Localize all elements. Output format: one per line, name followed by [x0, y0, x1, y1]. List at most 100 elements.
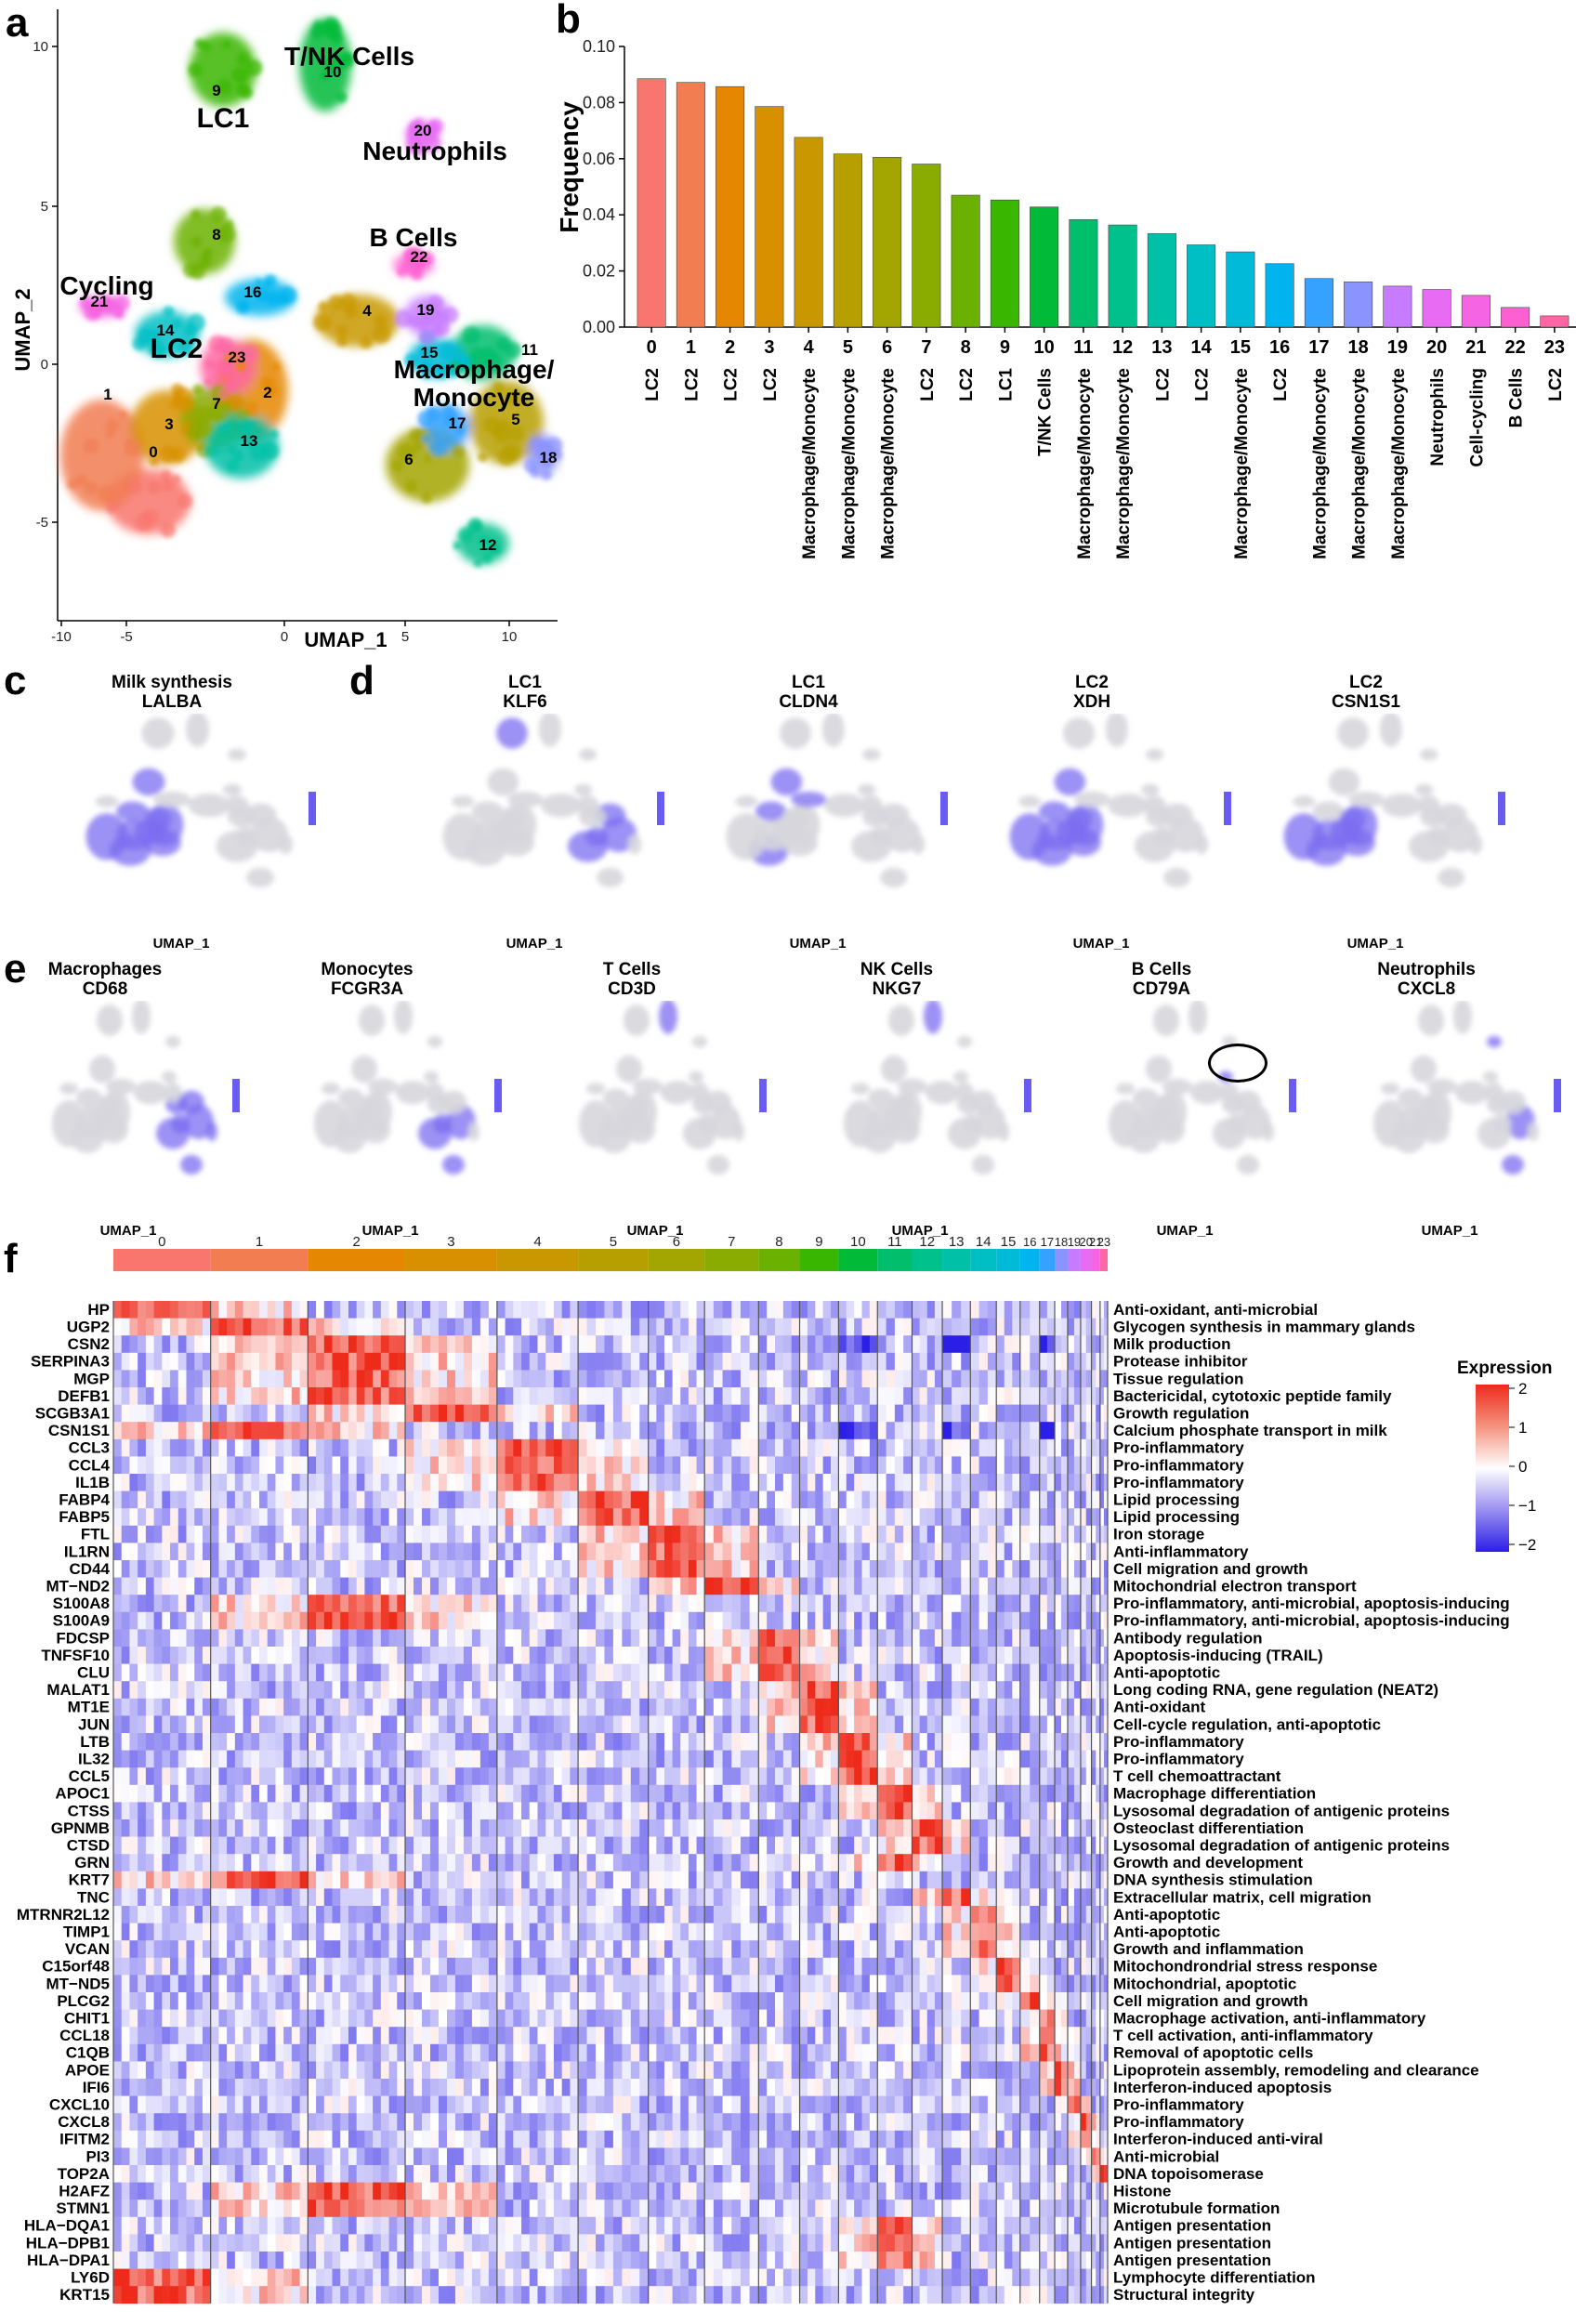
- heatmap-cell: [316, 1715, 325, 1734]
- heatmap-cell: [145, 1802, 155, 1820]
- umap-a-dot: [322, 17, 340, 34]
- heatmap-cell: [854, 1577, 862, 1595]
- heatmap-cell: [299, 1422, 309, 1440]
- heatmap-cell: [1030, 1422, 1041, 1440]
- feature-plot-cluster: [165, 1035, 180, 1048]
- heatmap-cell: [570, 1438, 579, 1457]
- heatmap-cell: [138, 1490, 147, 1509]
- heatmap-cell: [978, 1508, 989, 1527]
- umap-a-cluster-number: 4: [362, 302, 372, 320]
- heatmap-cell: [680, 1335, 689, 1354]
- heatmap-cell: [648, 1577, 657, 1595]
- heatmap-cell: [186, 1715, 195, 1734]
- heatmap-cell: [791, 1681, 800, 1700]
- heatmap-cell: [1055, 1767, 1062, 1786]
- heatmap-cell: [970, 1802, 979, 1820]
- heatmap-cell: [799, 1681, 808, 1700]
- heatmap-cell: [388, 1318, 398, 1336]
- heatmap-cell: [218, 1629, 228, 1648]
- heatmap-cell: [234, 1871, 243, 1889]
- heatmap-cell: [1030, 1647, 1041, 1664]
- heatmap-cell: [275, 1456, 284, 1475]
- heatmap-cell: [622, 1318, 632, 1336]
- heatmap-cell: [749, 1335, 759, 1354]
- heatmap-cell: [782, 1819, 793, 1837]
- heatmap-cell: [869, 1715, 878, 1734]
- heatmap-cell: [373, 1490, 382, 1509]
- heatmap-cell: [696, 1525, 705, 1543]
- heatmap-cell: [970, 1663, 979, 1682]
- heatmap-cell: [713, 1629, 723, 1648]
- heatmap-cluster-segment: [1099, 1249, 1108, 1271]
- heatmap-cell: [767, 1525, 776, 1543]
- umap-a-cluster-dots: [67, 17, 563, 568]
- heatmap-cell: [356, 1301, 365, 1319]
- heatmap-cell: [861, 1474, 871, 1491]
- heatmap-cell: [639, 1301, 650, 1319]
- heatmap-cell: [186, 1750, 195, 1768]
- heatmap-cell: [987, 1456, 997, 1475]
- heatmap-cell: [227, 1715, 236, 1734]
- heatmap-cell: [978, 1301, 989, 1319]
- heatmap-cell: [186, 1681, 195, 1700]
- heatmap-cluster-segment: [210, 1249, 309, 1271]
- heatmap-cell: [488, 1490, 498, 1509]
- heatmap-cell: [463, 1715, 473, 1734]
- heatmap-cell: [869, 1784, 878, 1803]
- heatmap-cell: [454, 1767, 465, 1786]
- heatmap-cell: [1096, 1543, 1101, 1561]
- heatmap-cell: [961, 1819, 971, 1837]
- heatmap-cell: [397, 1819, 406, 1837]
- heatmap-cell: [446, 1318, 456, 1336]
- umap-a-cluster-number: 23: [229, 348, 246, 366]
- heatmap-cell: [1030, 1387, 1041, 1405]
- heatmap-cell: [479, 1611, 490, 1630]
- heatmap-cell: [1067, 1750, 1075, 1768]
- heatmap-cell: [283, 1611, 293, 1630]
- heatmap-cell: [822, 1490, 832, 1509]
- heatmap-cell: [688, 1836, 697, 1855]
- heatmap-cell: [791, 1715, 800, 1734]
- heatmap-cell: [316, 1819, 325, 1837]
- heatmap-cell: [1096, 1335, 1101, 1354]
- heatmap-cell: [299, 1715, 309, 1734]
- heatmap-cell: [561, 1525, 571, 1543]
- umap-a-dot: [245, 59, 263, 76]
- heatmap-cell: [1091, 1352, 1097, 1371]
- heatmap-cell: [275, 1629, 284, 1648]
- heatmap-cell: [364, 1543, 374, 1561]
- heatmap-cell: [121, 1611, 130, 1630]
- heatmap-cell: [177, 1647, 187, 1664]
- heatmap-cell: [227, 1629, 236, 1648]
- heatmap-cell: [446, 1438, 456, 1457]
- heatmap-cell: [996, 1750, 1005, 1768]
- heatmap-cell: [259, 1543, 269, 1561]
- heatmap-cell: [672, 1456, 681, 1475]
- heatmap-cell: [1039, 1301, 1048, 1319]
- heatmap-cell: [129, 1318, 138, 1336]
- feature-plot-cluster: [1105, 714, 1128, 747]
- heatmap-cell: [421, 1387, 431, 1405]
- heatmap-cell: [210, 1387, 219, 1405]
- heatmap-cell: [529, 1456, 538, 1475]
- heatmap-cell: [596, 1422, 605, 1440]
- heatmap-cell: [364, 1438, 374, 1457]
- heatmap-cell: [138, 1871, 147, 1889]
- heatmap-cell: [822, 1611, 832, 1630]
- heatmap-cell: [356, 1525, 365, 1543]
- heatmap-cell: [680, 1387, 689, 1405]
- heatmap-cell: [894, 1335, 904, 1354]
- heatmap-cell: [1004, 1836, 1013, 1855]
- heatmap-cell: [919, 1698, 928, 1716]
- heatmap-cell: [513, 1352, 522, 1371]
- heatmap-cell: [926, 1611, 936, 1630]
- heatmap-cell: [1019, 1490, 1031, 1509]
- heatmap-cell: [1004, 1784, 1013, 1803]
- heatmap-cell: [749, 1698, 759, 1716]
- heatmap-cell: [121, 1404, 130, 1423]
- heatmap-cell: [680, 1543, 689, 1561]
- heatmap-cell: [713, 1802, 723, 1820]
- heatmap-cell: [831, 1715, 839, 1734]
- heatmap-cell: [537, 1474, 546, 1491]
